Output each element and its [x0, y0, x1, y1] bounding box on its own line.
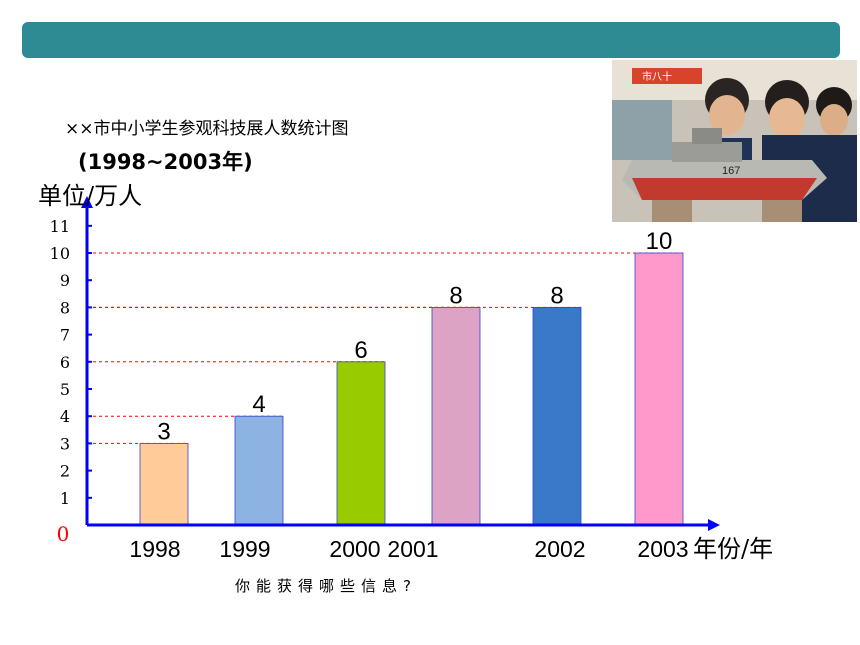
- y-tick-label-11: 11: [50, 217, 70, 236]
- y-tick-label-4: 4: [60, 407, 70, 426]
- x-axis-arrow: [708, 519, 720, 531]
- y-tick-label-7: 7: [60, 326, 70, 345]
- header-bar: [22, 22, 840, 58]
- y-tick-label-2: 2: [60, 462, 70, 481]
- chart-title: ××市中小学生参观科技展人数统计图: [65, 119, 349, 139]
- x-tick-label-2002: 2002: [534, 536, 585, 562]
- x-axis-label: 年份/年: [693, 535, 773, 563]
- data-label-2000: 6: [354, 337, 367, 364]
- bar-2003: [634, 252, 684, 526]
- data-label-2002: 8: [550, 282, 563, 309]
- x-tick-label-2000: 2000: [329, 536, 380, 562]
- data-label-2003: 10: [646, 228, 673, 255]
- bar-2002: [532, 306, 582, 526]
- y-tick-label-5: 5: [60, 380, 70, 399]
- bar-2001: [431, 306, 481, 526]
- y-tick-label-8: 8: [60, 298, 70, 317]
- bar-1998: [139, 442, 189, 526]
- question-text: 你能获得哪些信息?: [235, 577, 417, 595]
- bar-2000: [336, 361, 386, 526]
- x-tick-label-2003: 2003: [637, 536, 688, 562]
- x-tick-label-2001: 2001: [387, 536, 438, 562]
- photo-illustration: 市八十 167: [612, 60, 857, 222]
- y-tick-label-6: 6: [60, 353, 70, 372]
- x-tick-label-1999: 1999: [219, 536, 270, 562]
- photo-banner-text: 市八十: [642, 70, 672, 83]
- data-label-1998: 3: [157, 418, 170, 445]
- chart-subtitle: (1998~2003年): [78, 150, 253, 174]
- y-axis-arrow: [81, 196, 93, 208]
- bar-1999: [234, 415, 284, 526]
- x-tick-label-1998: 1998: [129, 536, 180, 562]
- data-label-1999: 4: [252, 391, 265, 418]
- ship-number: 167: [722, 165, 740, 177]
- y-tick-label-1: 1: [60, 489, 70, 508]
- data-label-2001: 8: [449, 282, 462, 309]
- origin-label: 0: [57, 522, 70, 546]
- y-tick-label-10: 10: [50, 244, 70, 263]
- y-tick-label-3: 3: [60, 434, 70, 453]
- y-tick-label-9: 9: [60, 271, 70, 290]
- ship-model-photo: 市八十 167: [612, 60, 857, 222]
- y-axis-label: 单位/万人: [38, 182, 142, 210]
